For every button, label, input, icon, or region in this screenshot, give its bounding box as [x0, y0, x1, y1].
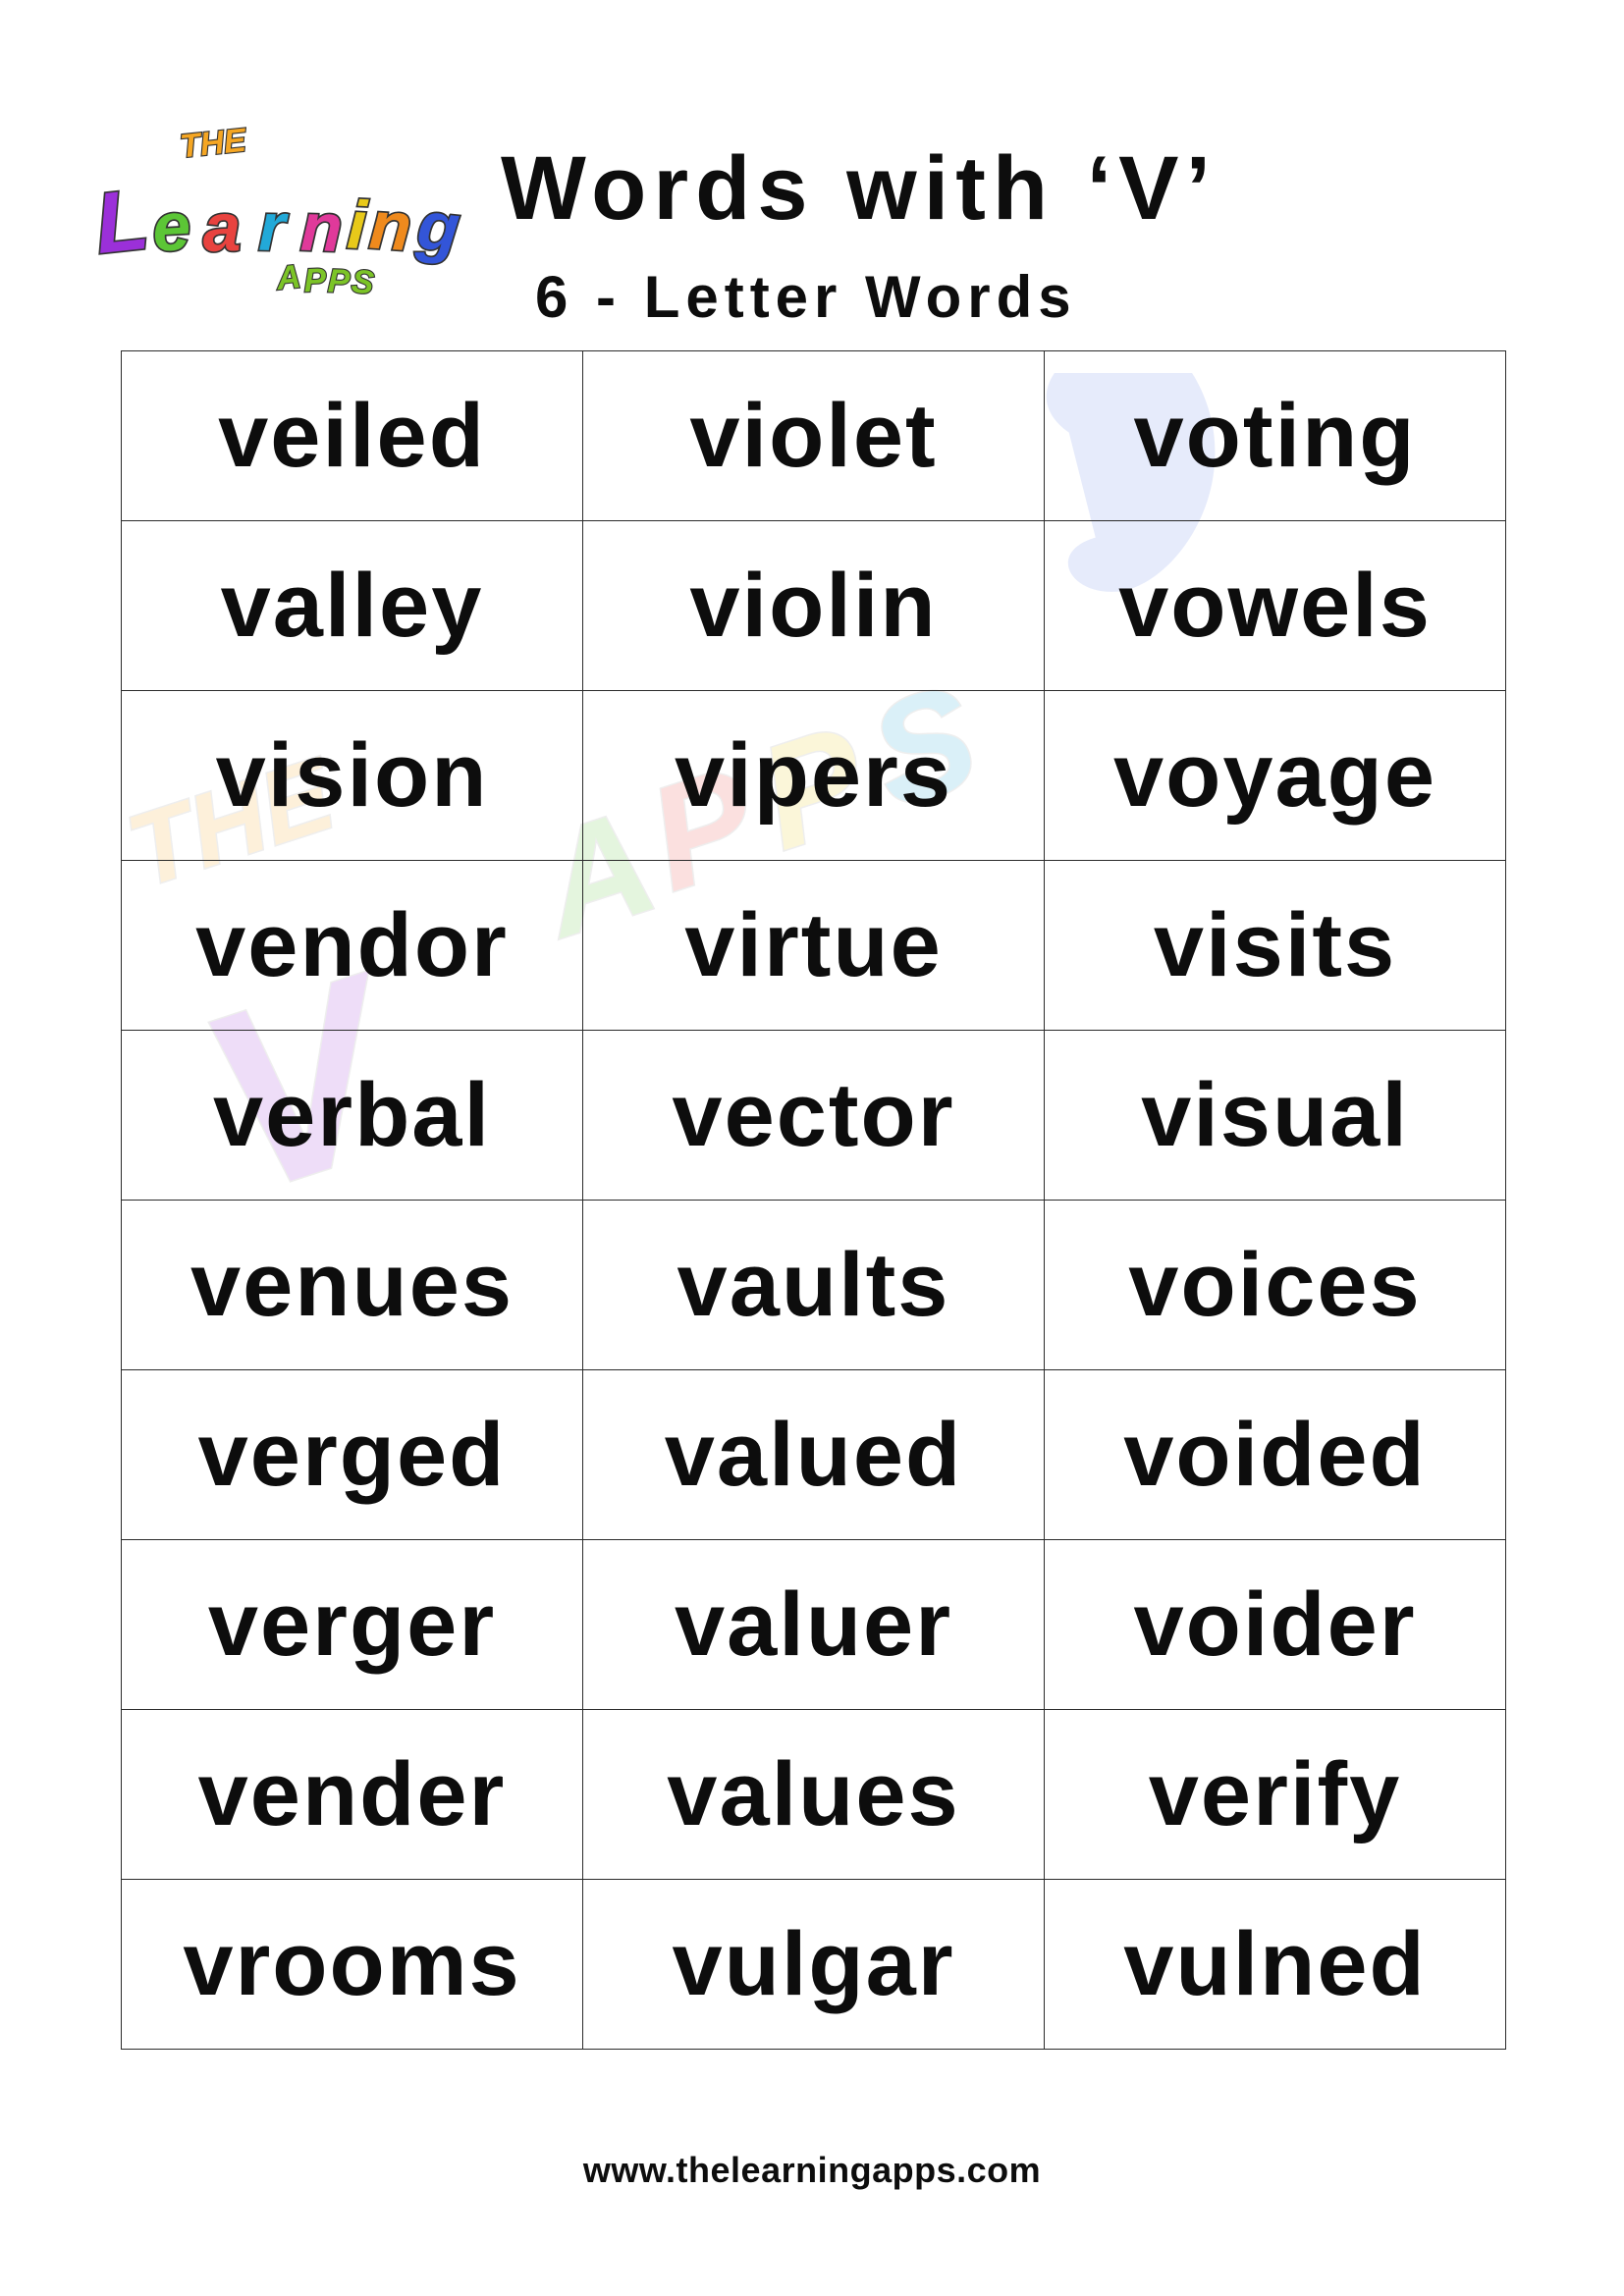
svg-text:r: r [258, 188, 290, 266]
svg-text:THE: THE [179, 123, 249, 166]
svg-text:n: n [367, 187, 414, 266]
svg-text:P: P [327, 263, 351, 300]
svg-text:n: n [299, 188, 344, 266]
svg-text:P: P [303, 262, 327, 299]
svg-text:a: a [202, 188, 242, 266]
svg-text:g: g [413, 187, 463, 267]
svg-text:i: i [346, 186, 370, 263]
svg-text:A: A [274, 259, 302, 297]
svg-text:e: e [150, 187, 192, 266]
svg-text:L: L [93, 171, 153, 272]
svg-text:S: S [350, 263, 376, 301]
